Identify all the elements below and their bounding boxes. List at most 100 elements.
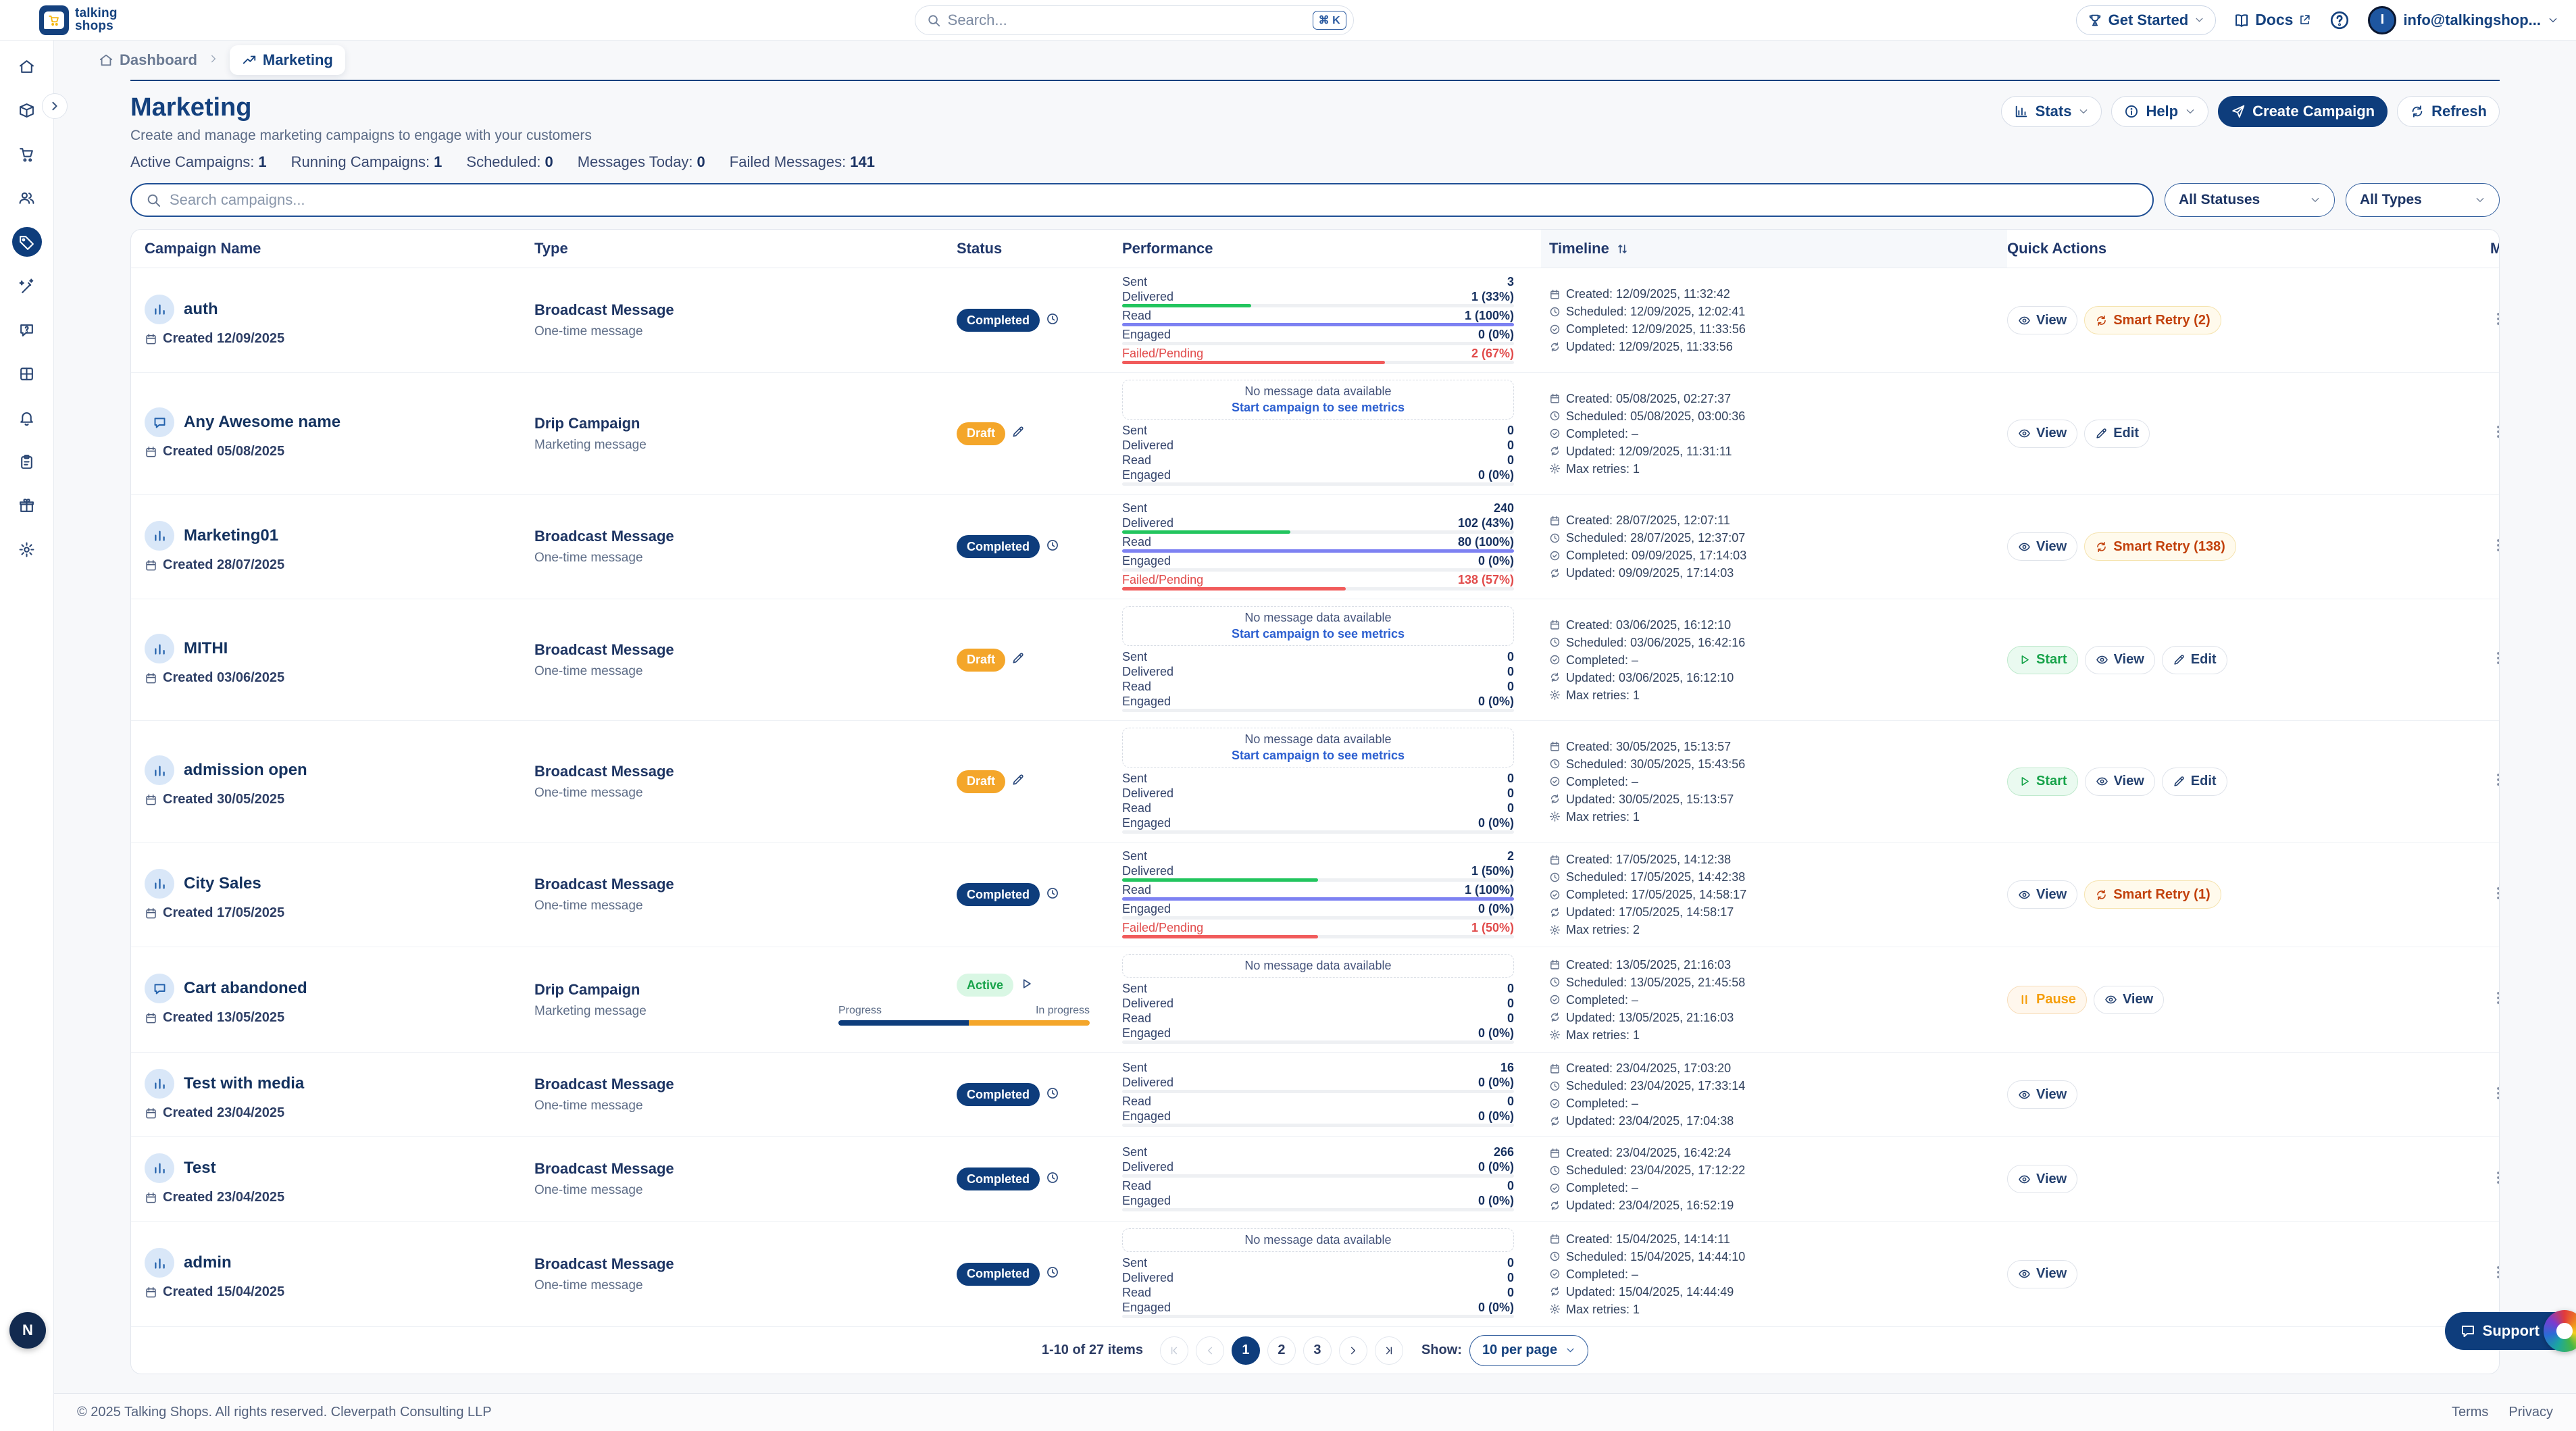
sidebar-item-reports[interactable]: [12, 447, 42, 476]
campaign-name-link[interactable]: Cart abandoned: [184, 979, 307, 997]
sidebar-item-automation[interactable]: [12, 271, 42, 301]
user-fab-avatar[interactable]: N: [9, 1312, 46, 1349]
view-button[interactable]: View: [2093, 985, 2165, 1014]
per-page-select[interactable]: 10 per page: [1469, 1334, 1589, 1366]
global-search-input[interactable]: [947, 11, 1306, 29]
retry-button[interactable]: Smart Retry (138): [2084, 532, 2236, 561]
refresh-button[interactable]: Refresh: [2397, 96, 2500, 127]
status-clock-icon[interactable]: [1046, 312, 1059, 329]
campaign-name-link[interactable]: auth: [184, 299, 218, 318]
column-header-timeline[interactable]: Timeline: [1541, 230, 2007, 268]
status-clock-icon[interactable]: [1046, 886, 1059, 903]
campaign-name-link[interactable]: City Sales: [184, 874, 261, 893]
sidebar-item-settings[interactable]: [12, 534, 42, 564]
first-page-button[interactable]: [1159, 1336, 1188, 1365]
timeline-item: Updated: 17/05/2025, 14:58:17: [1549, 903, 2007, 921]
campaign-name-link[interactable]: admission open: [184, 761, 307, 779]
sidebar-collapse-button[interactable]: [42, 93, 68, 119]
status-play-icon[interactable]: [1019, 977, 1033, 994]
footer-link-privacy[interactable]: Privacy: [2508, 1405, 2553, 1420]
view-button[interactable]: View: [2007, 880, 2078, 909]
campaign-name-link[interactable]: Test with media: [184, 1074, 305, 1093]
help-button[interactable]: Help: [2111, 96, 2209, 127]
performance-metrics: Sent 16 Delivered 0 (0%) Read 0 Engaged 0 (0…: [1122, 1061, 1541, 1128]
create-campaign-button[interactable]: Create Campaign: [2218, 96, 2388, 127]
page-2-button[interactable]: 2: [1267, 1336, 1296, 1365]
edit-button[interactable]: Edit: [2161, 767, 2227, 796]
sidebar-item-orders[interactable]: [12, 139, 42, 169]
breadcrumb-marketing[interactable]: Marketing: [229, 45, 345, 75]
row-menu-button[interactable]: [2490, 885, 2500, 905]
help-icon[interactable]: [2329, 9, 2350, 31]
start-campaign-link[interactable]: Start campaign to see metrics: [1231, 401, 1405, 414]
prev-page-button[interactable]: [1195, 1336, 1224, 1365]
view-button[interactable]: View: [2007, 1165, 2078, 1193]
sidebar-item-customers[interactable]: [12, 183, 42, 213]
row-menu-button[interactable]: [2490, 990, 2500, 1009]
view-button[interactable]: View: [2084, 645, 2155, 674]
row-menu-button[interactable]: [2490, 1170, 2500, 1189]
edit-button[interactable]: Edit: [2084, 419, 2150, 448]
row-menu-button[interactable]: [2490, 424, 2500, 443]
retry-button[interactable]: Smart Retry (2): [2084, 306, 2221, 334]
row-menu-button[interactable]: [2490, 772, 2500, 791]
sidebar-item-products[interactable]: [12, 95, 42, 125]
campaign-search-input[interactable]: [170, 191, 2139, 209]
type-filter-select[interactable]: All Types: [2346, 183, 2500, 217]
view-button[interactable]: View: [2007, 419, 2078, 448]
global-search[interactable]: ⌘ K: [914, 5, 1354, 35]
campaign-name-link[interactable]: MITHI: [184, 639, 228, 657]
campaign-name-link[interactable]: Any Awesome name: [184, 413, 341, 431]
status-pencil-icon[interactable]: [1011, 773, 1025, 790]
page-1-button[interactable]: 1: [1231, 1336, 1260, 1365]
get-started-button[interactable]: Get Started: [2075, 5, 2217, 35]
view-button[interactable]: View: [2084, 767, 2155, 796]
view-button[interactable]: View: [2007, 532, 2078, 561]
last-page-button[interactable]: [1374, 1336, 1403, 1365]
next-page-button[interactable]: [1338, 1336, 1367, 1365]
view-button[interactable]: View: [2007, 1080, 2078, 1109]
row-menu-button[interactable]: [2490, 537, 2500, 557]
docs-link[interactable]: Docs: [2233, 11, 2311, 29]
row-menu-button[interactable]: [2490, 311, 2500, 330]
start-button[interactable]: Start: [2007, 767, 2078, 796]
status-clock-icon[interactable]: [1046, 1265, 1059, 1282]
bars-icon: [153, 528, 167, 543]
start-button[interactable]: Start: [2007, 645, 2078, 674]
sidebar-item-support-chat[interactable]: [12, 315, 42, 345]
footer-link-terms[interactable]: Terms: [2451, 1405, 2489, 1420]
status-clock-icon[interactable]: [1046, 538, 1059, 555]
stats-button[interactable]: Stats: [2000, 96, 2102, 127]
campaign-name-link[interactable]: Test: [184, 1158, 216, 1177]
pause-button[interactable]: Pause: [2007, 985, 2087, 1014]
breadcrumb-dashboard[interactable]: Dashboard: [99, 51, 197, 69]
sidebar-item-home[interactable]: [12, 51, 42, 81]
row-menu-button[interactable]: [2490, 1085, 2500, 1105]
sidebar-item-notifications[interactable]: [12, 403, 42, 432]
sidebar-item-rewards[interactable]: [12, 491, 42, 520]
retry-button[interactable]: Smart Retry (1): [2084, 880, 2221, 909]
status-clock-icon[interactable]: [1046, 1171, 1059, 1188]
campaign-search[interactable]: [130, 183, 2154, 217]
page-3-button[interactable]: 3: [1303, 1336, 1332, 1365]
status-clock-icon[interactable]: [1046, 1086, 1059, 1103]
app-logo[interactable]: talking shops: [39, 5, 118, 35]
edit-button[interactable]: Edit: [2161, 645, 2227, 674]
status-pencil-icon[interactable]: [1011, 651, 1025, 668]
view-button[interactable]: View: [2007, 306, 2078, 334]
row-menu-button[interactable]: [2490, 650, 2500, 670]
sidebar-item-marketing[interactable]: [11, 227, 42, 257]
timeline-item: Updated: 03/06/2025, 16:12:10: [1549, 669, 2007, 686]
campaign-name-link[interactable]: Marketing01: [184, 526, 279, 545]
view-button[interactable]: View: [2007, 1259, 2078, 1288]
status-pencil-icon[interactable]: [1011, 425, 1025, 442]
status-filter-select[interactable]: All Statuses: [2165, 183, 2335, 217]
start-campaign-link[interactable]: Start campaign to see metrics: [1231, 627, 1405, 641]
account-menu[interactable]: I info@talkingshop...: [2368, 5, 2558, 34]
cal-icon: [1549, 1063, 1561, 1074]
row-menu-button[interactable]: [2490, 1264, 2500, 1284]
campaign-name-link[interactable]: admin: [184, 1253, 232, 1272]
sidebar-item-catalog[interactable]: [12, 359, 42, 388]
start-campaign-link[interactable]: Start campaign to see metrics: [1231, 749, 1405, 762]
support-widget[interactable]: Support: [2444, 1310, 2576, 1352]
